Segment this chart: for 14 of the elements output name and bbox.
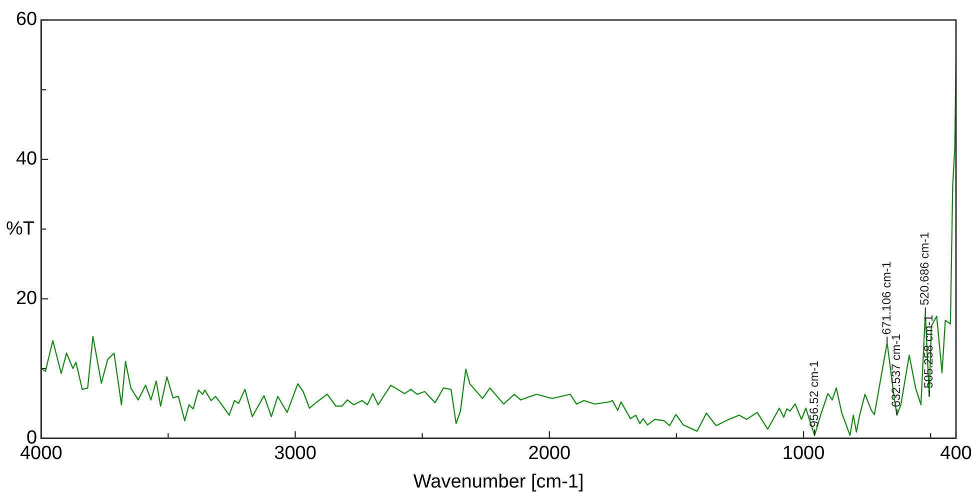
x-tick-label: 400 [940, 442, 972, 464]
x-axis-title: Wavenumber [cm-1] [413, 472, 584, 493]
x-tick-label: 1000 [782, 442, 825, 464]
annotation: 505.258 cm-1 [922, 314, 936, 388]
y-tick-label: 20 [16, 288, 38, 310]
annotation: 520.686 cm-1 [918, 232, 932, 306]
y-tick-label: 60 [16, 9, 38, 30]
annotation: 671.106 cm-1 [879, 261, 894, 335]
x-tick-label: 2000 [528, 442, 571, 464]
annotation: 632.537 cm-1 [889, 333, 904, 408]
y-tick-label: 40 [16, 148, 38, 170]
x-tick-label: 3000 [274, 442, 316, 464]
y-axis-title: %T [6, 218, 35, 240]
annotation: 956.52 cm-1 [806, 360, 821, 428]
